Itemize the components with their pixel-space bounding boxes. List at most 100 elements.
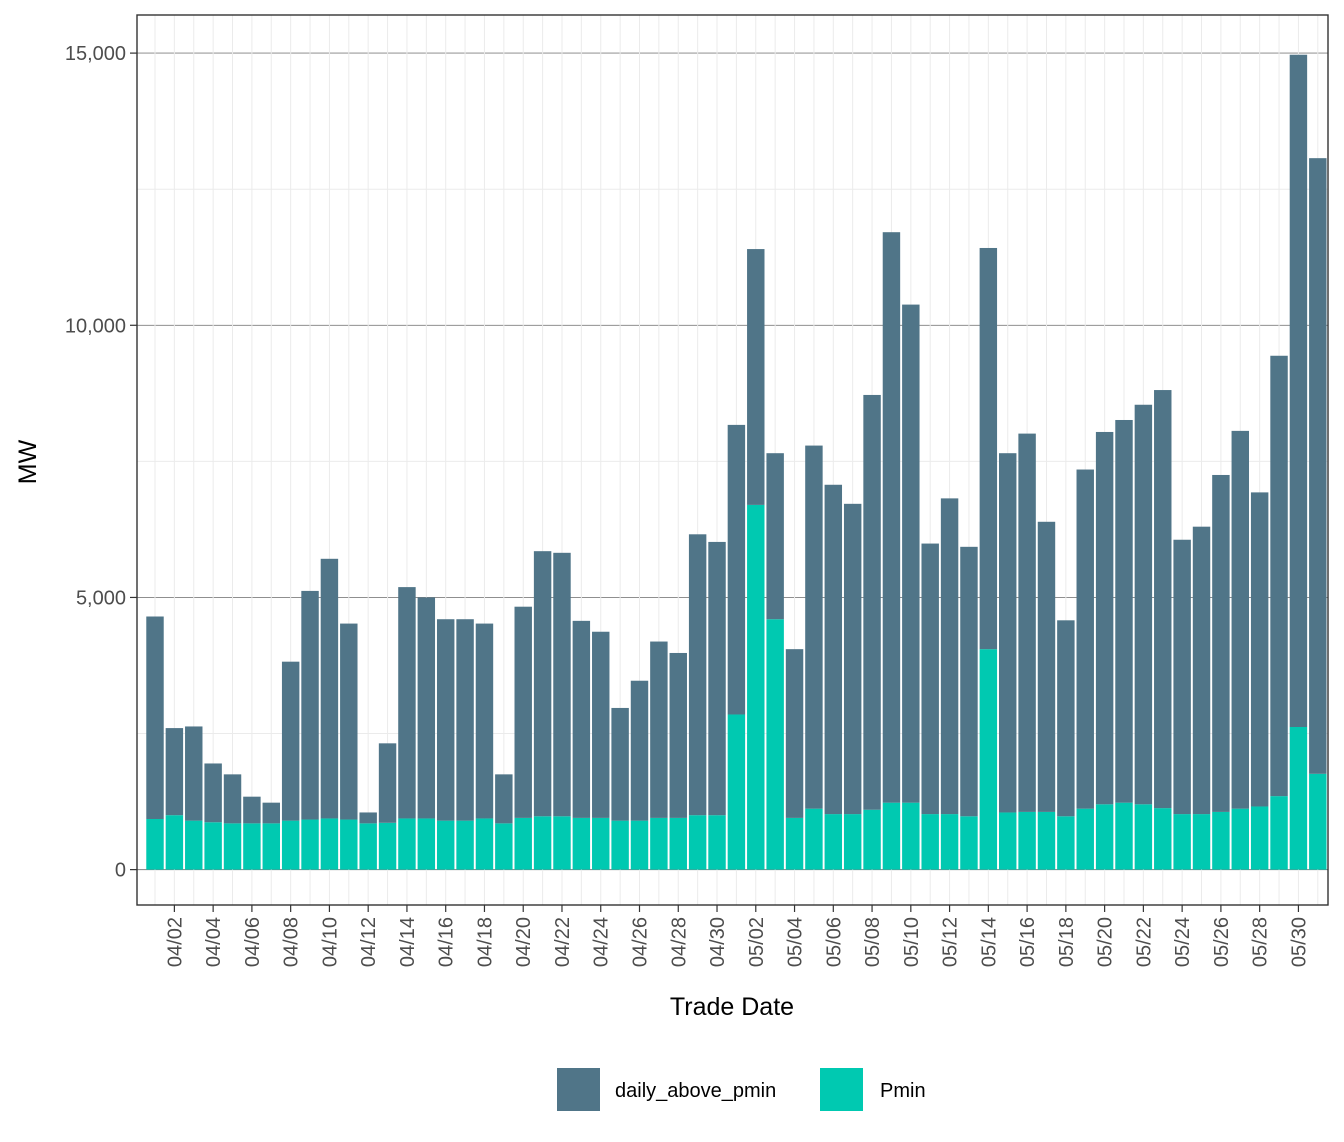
x-tick-label: 05/24 [1172,917,1194,967]
bar-pmin [514,817,532,870]
bar-daily-above-pmin [960,546,978,817]
bar-pmin [592,817,610,870]
y-tick-label: 5,000 [76,587,126,609]
bar-daily-above-pmin [262,802,281,824]
bar-daily-above-pmin [1192,526,1211,815]
x-tick-label: 04/30 [707,917,729,967]
bar-daily-above-pmin [533,551,552,817]
bar-daily-above-pmin [882,232,901,803]
bar-daily-above-pmin [805,445,823,809]
bar-pmin [843,814,862,870]
bar-pmin [1076,808,1094,870]
x-tick-label: 04/04 [203,917,225,967]
bar-pmin [805,808,823,870]
bar-daily-above-pmin [1057,620,1075,817]
bar-pmin [940,814,959,870]
bar-pmin [301,819,319,870]
plot-panel-border [136,14,1329,906]
x-tick-label: 04/16 [436,917,458,967]
bar-pmin [902,802,920,870]
bar-daily-above-pmin [747,249,765,505]
bar-daily-above-pmin [495,774,513,824]
legend-label-pmin: Pmin [880,1080,926,1102]
bar-pmin [1270,796,1288,870]
x-tick-label: 04/26 [630,917,652,967]
bar-daily-above-pmin [146,616,164,819]
bar-pmin [824,814,843,870]
bar-daily-above-pmin [281,661,300,821]
bar-pmin [533,816,552,870]
bar-daily-above-pmin [553,552,571,817]
bar-pmin [572,817,591,870]
bar-pmin [204,822,222,870]
bar-pmin [1134,804,1153,870]
bar-daily-above-pmin [185,726,203,821]
legend-key-pmin [820,1068,863,1111]
bar-pmin [611,820,629,870]
x-tick-label: 04/06 [242,917,264,967]
bar-daily-above-pmin [572,620,591,818]
bar-daily-above-pmin [398,587,416,819]
y-axis-title: MW [14,439,42,484]
bar-daily-above-pmin [785,649,804,818]
bar-daily-above-pmin [1173,539,1191,815]
bar-daily-above-pmin [727,424,746,715]
x-tick-label: 05/08 [862,917,884,967]
x-tick-label: 04/24 [591,917,613,967]
bar-daily-above-pmin [1154,390,1172,809]
x-tick-label: 04/02 [164,917,186,967]
bar-daily-above-pmin [436,619,455,821]
bar-pmin [553,816,571,870]
y-tick-label: 15,000 [65,43,126,65]
bar-pmin [378,822,397,870]
bar-daily-above-pmin [1095,431,1114,805]
bar-pmin [785,817,804,870]
x-tick-label: 04/18 [474,917,496,967]
bar-pmin [185,820,203,870]
bar-pmin [320,818,339,870]
x-tick-label: 05/12 [940,917,962,967]
bar-daily-above-pmin [1212,474,1230,812]
bar-pmin [262,823,281,870]
bar-pmin [1231,808,1250,870]
bar-daily-above-pmin [1309,158,1327,774]
bar-pmin [165,815,184,870]
bar-daily-above-pmin [863,394,881,810]
bar-pmin [630,820,649,870]
bar-pmin [398,818,416,870]
x-tick-label: 04/28 [668,917,690,967]
bar-daily-above-pmin [223,774,242,824]
bar-pmin [1309,773,1327,870]
bar-daily-above-pmin [514,606,532,818]
x-tick-label: 05/04 [785,917,807,967]
bar-daily-above-pmin [475,623,494,819]
y-tick-label: 10,000 [65,315,126,337]
bar-daily-above-pmin [1289,54,1308,728]
x-tick-label: 05/28 [1250,917,1272,967]
bar-pmin [223,823,242,870]
x-tick-label: 05/20 [1095,917,1117,967]
bar-daily-above-pmin [998,453,1017,813]
bar-daily-above-pmin [456,619,474,821]
x-tick-label: 04/14 [397,917,419,967]
x-tick-label: 05/02 [746,917,768,967]
bar-daily-above-pmin [824,484,843,815]
bar-daily-above-pmin [1115,419,1133,803]
bar-pmin [669,817,687,870]
bar-pmin [1212,811,1230,870]
bar-pmin [727,714,746,870]
bar-daily-above-pmin [1134,404,1153,805]
x-tick-label: 04/22 [552,917,574,967]
bar-pmin [1289,727,1308,870]
x-tick-label: 04/08 [281,917,303,967]
bar-pmin [475,818,494,870]
bar-daily-above-pmin [592,631,610,818]
x-tick-label: 05/18 [1056,917,1078,967]
bar-daily-above-pmin [1250,492,1269,807]
x-axis-title: Trade Date [670,993,794,1021]
bar-pmin [1037,811,1056,870]
x-tick-label: 05/22 [1133,917,1155,967]
bar-pmin [146,818,164,870]
